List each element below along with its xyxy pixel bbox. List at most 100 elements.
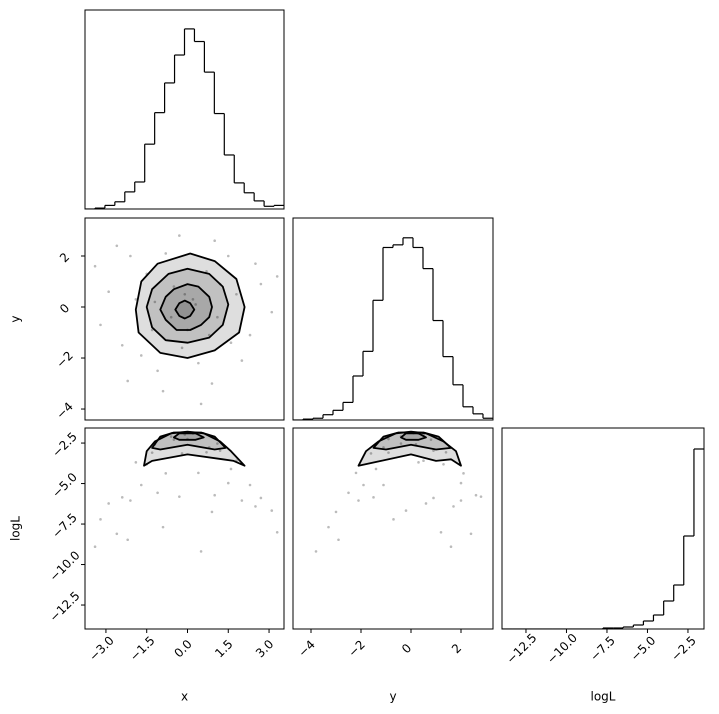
sample-point: [357, 499, 360, 502]
sample-point: [404, 509, 408, 512]
x-axis-label: logL: [591, 690, 616, 704]
sample-point: [229, 467, 233, 471]
sample-point: [275, 531, 279, 534]
y-tick-label: −5.0: [49, 470, 80, 501]
y-tick-label: −12.5: [47, 589, 83, 625]
contour: [400, 432, 427, 441]
x-tick-label: −12.5: [504, 631, 540, 667]
contour: [159, 283, 213, 331]
sample-point: [178, 234, 181, 237]
y-tick-label: 2: [57, 250, 72, 265]
sample-point: [444, 450, 448, 454]
x-axis-label: x: [181, 690, 188, 704]
sample-point: [459, 481, 463, 485]
sample-point: [275, 275, 279, 278]
sample-point: [161, 525, 165, 529]
x-tick-label: 0: [399, 641, 414, 656]
axes-frame: [292, 217, 494, 421]
sample-point: [199, 402, 203, 406]
panel: −12.5 −10.0 −7.5 −5.0 −2.5 logL: [501, 427, 705, 704]
sample-point: [240, 359, 244, 362]
sample-point: [240, 499, 244, 502]
plot-area: [502, 448, 704, 629]
y-tick-label: −7.5: [49, 510, 80, 541]
x-tick-label: −1.5: [127, 633, 158, 664]
sample-point: [270, 509, 274, 512]
plot-area: [85, 28, 284, 209]
sample-point: [161, 389, 165, 393]
y-axis-label: logL: [9, 516, 23, 541]
sample-point: [150, 451, 154, 454]
sample-point: [199, 550, 203, 553]
sample-point: [210, 382, 214, 385]
sample-point: [153, 300, 157, 304]
sample-point: [115, 532, 119, 536]
x-tick-label: 2: [449, 641, 464, 656]
sample-point: [417, 461, 420, 464]
contour: [173, 432, 205, 441]
axes-frame: [84, 427, 285, 630]
sample-point: [99, 323, 102, 327]
sample-point: [334, 510, 338, 514]
sample-point: [424, 502, 428, 505]
sample-point: [134, 461, 138, 464]
sample-point: [369, 452, 373, 455]
plot-area: [293, 237, 493, 420]
sample-point: [126, 538, 129, 542]
x-tick-label: −3.0: [86, 633, 117, 664]
sample-point: [327, 525, 330, 529]
axes-frame: [501, 427, 705, 630]
sample-point: [172, 438, 176, 441]
x-tick-label: 0.0: [171, 637, 194, 660]
axes-frame: [84, 9, 285, 210]
plot-area: [314, 430, 483, 553]
sample-point: [213, 493, 216, 497]
sample-point: [164, 252, 168, 255]
y-axis-label: y: [9, 315, 23, 322]
sample-point: [194, 303, 197, 306]
sample-point: [254, 262, 257, 265]
sample-point: [207, 333, 211, 337]
sample-point: [449, 545, 453, 549]
sample-point: [229, 341, 233, 345]
contour: [151, 431, 227, 451]
sample-point: [387, 437, 390, 441]
sample-point: [469, 532, 473, 536]
x-tick-label: −10.0: [544, 631, 580, 667]
sample-point: [459, 499, 463, 502]
sample-point: [115, 244, 119, 248]
sample-point: [205, 450, 208, 454]
sample-point: [382, 446, 385, 449]
sample-point: [129, 254, 132, 258]
sample-point: [216, 315, 219, 319]
sample-point: [129, 499, 132, 502]
sample-point: [354, 471, 358, 475]
contour: [145, 267, 230, 344]
sample-point: [139, 483, 143, 487]
sample-point: [382, 483, 385, 487]
sample-point: [374, 467, 378, 471]
sample-point: [422, 459, 425, 463]
sample-point: [216, 442, 219, 445]
x-tick-label: −5.0: [628, 633, 659, 664]
sample-point: [399, 442, 403, 445]
sample-point: [442, 462, 445, 466]
sample-point: [191, 298, 195, 301]
axes-frame: [292, 427, 494, 630]
y-tick-label: −2.5: [49, 429, 80, 460]
sample-point: [479, 495, 483, 498]
panel: [292, 217, 494, 421]
sample-point: [452, 505, 455, 508]
sample-point: [248, 483, 252, 487]
y-tick-label: −2: [53, 348, 75, 370]
x-tick-label: −4: [295, 637, 317, 659]
sample-point: [429, 438, 433, 441]
sample-point: [93, 545, 97, 549]
y-tick-label: 0: [57, 301, 72, 316]
sample-point: [134, 298, 138, 301]
sample-point: [248, 333, 252, 337]
sample-point: [362, 483, 365, 487]
panel: −4 −2 0 2 y: [9, 217, 285, 422]
sample-point: [156, 491, 159, 495]
